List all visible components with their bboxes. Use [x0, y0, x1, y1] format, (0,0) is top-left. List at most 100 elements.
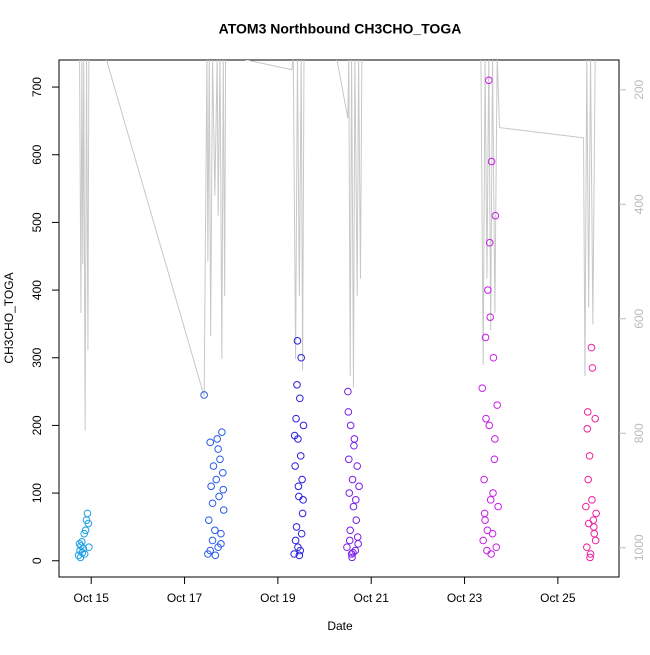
data-point: [211, 526, 219, 535]
data-point: [352, 516, 361, 524]
data-point: [217, 540, 225, 548]
data-point: [297, 529, 306, 538]
data-point: [348, 475, 357, 484]
data-point: [216, 455, 224, 464]
data-point: [219, 468, 227, 477]
data-point: [355, 482, 363, 491]
data-point: [299, 421, 308, 430]
data-point: [294, 482, 303, 491]
data-point: [585, 452, 594, 460]
data-point: [349, 502, 358, 511]
data-point: [291, 536, 300, 545]
data-point: [588, 364, 597, 372]
data-point: [353, 533, 362, 541]
data-point: [485, 421, 494, 430]
data-point: [297, 353, 306, 362]
data-point: [485, 76, 493, 85]
y2-tick-label: 400: [632, 194, 646, 214]
data-point: [353, 462, 362, 470]
data-point: [586, 553, 594, 562]
data-point: [80, 550, 89, 558]
y2-tick-label: 600: [632, 308, 646, 328]
x-tick-label: Oct 15: [74, 591, 110, 605]
data-point: [343, 543, 351, 552]
data-point: [209, 462, 218, 470]
data-point: [587, 343, 596, 352]
data-point: [483, 546, 491, 555]
data-point: [490, 455, 499, 464]
pressure-line: [79, 60, 596, 431]
data-point: [491, 435, 499, 443]
data-point: [489, 353, 498, 362]
data-point: [207, 482, 215, 491]
y-tick-label: 600: [30, 144, 44, 164]
data-point: [294, 543, 302, 552]
data-point: [292, 523, 301, 531]
y-tick-label: 500: [30, 212, 44, 232]
data-point: [584, 475, 593, 484]
y2-tick-label: 1000: [632, 534, 646, 561]
data-point: [586, 550, 595, 558]
data-point: [290, 550, 299, 558]
data-point: [483, 526, 492, 535]
data-point: [290, 431, 299, 440]
data-point: [345, 455, 353, 464]
data-point: [295, 551, 304, 560]
y2-tick-label: 800: [632, 423, 646, 443]
data-point: [81, 526, 90, 535]
x-tick-label: Oct 21: [354, 591, 390, 605]
data-point: [296, 394, 304, 403]
y-axis-label: CH3CHO_TOGA: [2, 272, 16, 363]
data-point: [583, 408, 592, 416]
data-point: [79, 544, 88, 553]
data-point: [350, 435, 359, 443]
data-point: [205, 516, 213, 524]
y-tick-label: 100: [30, 483, 44, 503]
data-point: [217, 529, 225, 538]
data-point: [218, 428, 226, 436]
data-point: [80, 529, 88, 538]
data-point: [348, 553, 356, 562]
data-point: [484, 286, 492, 294]
data-point: [489, 489, 497, 497]
data-point: [346, 421, 355, 430]
data-point: [214, 445, 222, 453]
data-point: [298, 509, 307, 518]
data-point: [582, 502, 590, 511]
chart-title: ATOM3 Northbound CH3CHO_TOGA: [219, 21, 462, 37]
data-point: [292, 414, 300, 423]
data-point: [491, 211, 500, 220]
data-point: [298, 475, 306, 484]
data-point: [352, 496, 360, 504]
data-point: [83, 509, 92, 518]
data-point: [296, 452, 305, 460]
data-point: [346, 526, 355, 535]
data-point: [208, 536, 217, 545]
data-point: [592, 509, 600, 518]
data-point: [349, 548, 357, 557]
data-point: [208, 499, 217, 508]
data-point: [481, 333, 490, 342]
data-point: [84, 519, 93, 528]
data-point: [492, 543, 501, 552]
data-point: [212, 475, 221, 484]
x-axis-label: Date: [327, 619, 353, 633]
data-point: [344, 387, 352, 396]
data-point: [299, 496, 307, 504]
x-tick-label: Oct 19: [260, 591, 296, 605]
data-point: [206, 438, 214, 447]
data-point: [488, 529, 497, 538]
data-point: [591, 414, 600, 423]
data-point: [85, 543, 93, 552]
data-point: [206, 546, 214, 555]
data-point: [291, 462, 299, 470]
data-point: [200, 391, 208, 399]
data-point: [215, 492, 223, 501]
data-point: [583, 425, 592, 433]
x-tick-label: Oct 23: [447, 591, 483, 605]
data-point: [591, 536, 600, 545]
data-point: [590, 523, 598, 531]
data-point: [480, 475, 488, 484]
data-point: [219, 485, 228, 494]
plot-area: [74, 60, 600, 562]
